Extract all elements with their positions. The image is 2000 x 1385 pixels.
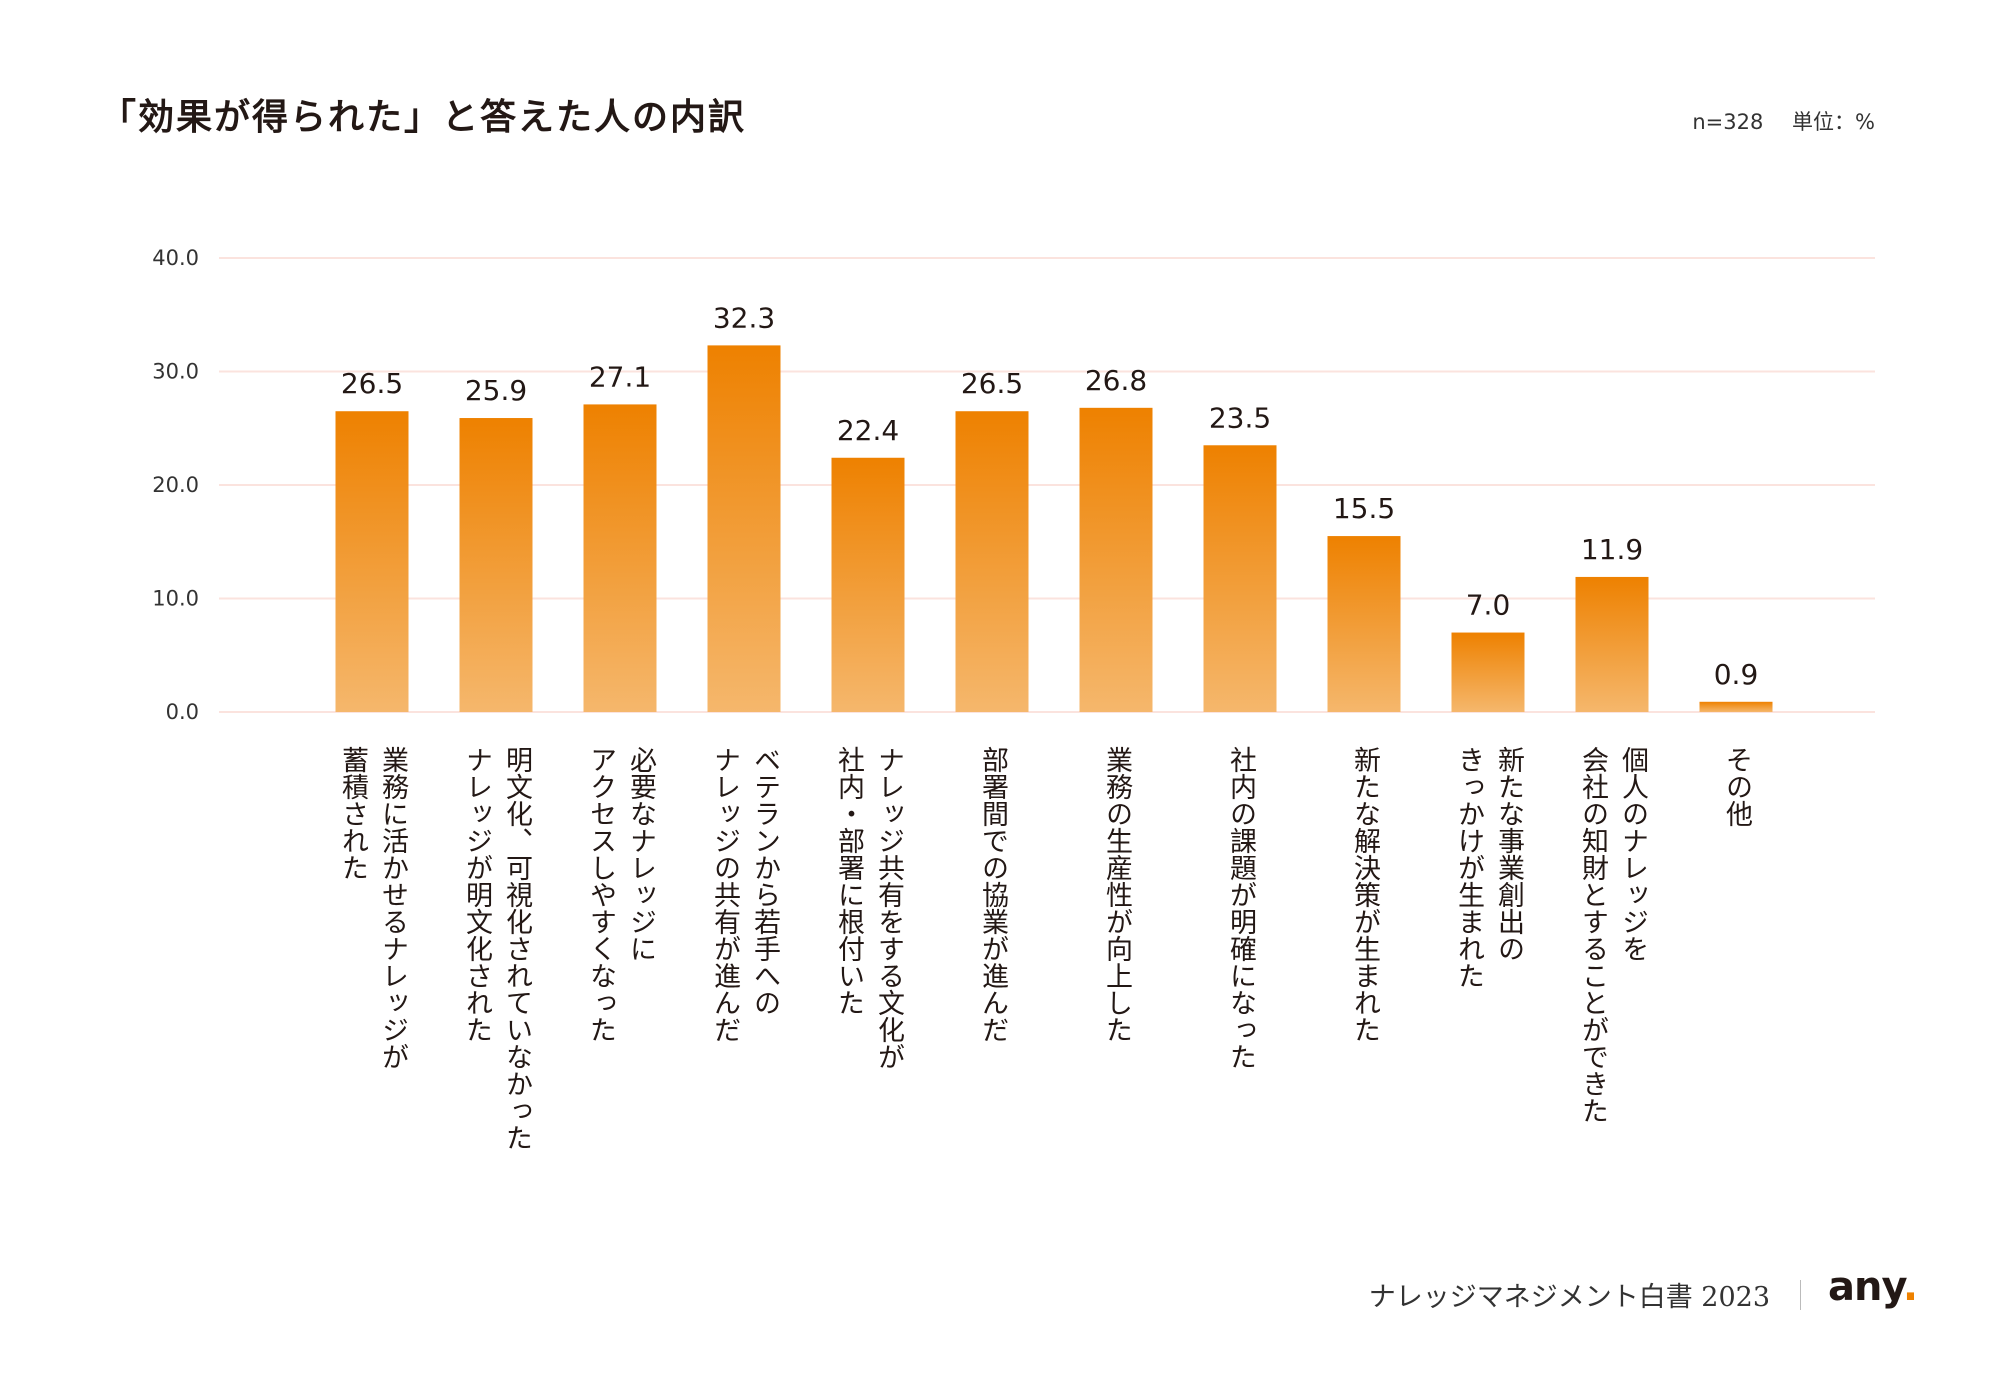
x-category-label: ベテランから若手への ナレッジの共有が進んだ	[704, 746, 784, 1043]
x-category-label: 業務の生産性が向上した	[1096, 746, 1136, 1043]
x-category-label: その他	[1716, 746, 1756, 827]
x-category-label: 明文化、可視化されていなかった ナレッジが明文化された	[456, 746, 536, 1151]
publication-title: ナレッジマネジメント白書 2023	[1368, 1282, 1770, 1313]
category-line: 業務に活かせるナレッジが	[377, 746, 408, 1070]
data-label: 26.5	[341, 367, 403, 400]
category-line: 蓄積された	[337, 746, 368, 881]
data-label: 27.1	[589, 360, 651, 393]
bar	[1327, 536, 1401, 712]
category-line: アクセスしやすくなった	[585, 746, 616, 1043]
bar	[335, 411, 409, 712]
category-line: 必要なナレッジに	[625, 746, 656, 962]
x-category-label: ナレッジ共有をする文化が 社内・部署に根付いた	[828, 746, 908, 1070]
logo-dot: .	[1902, 1264, 1918, 1310]
x-category-label: 新たな事業創出の きっかけが生まれた	[1448, 746, 1528, 989]
data-label: 26.8	[1085, 364, 1147, 397]
y-tick-label: 0.0	[166, 700, 199, 724]
bar	[1451, 632, 1525, 712]
category-line: ナレッジ共有をする文化が	[873, 746, 904, 1070]
y-tick-label: 30.0	[152, 360, 199, 384]
x-category-label: 新たな解決策が生まれた	[1344, 746, 1384, 1043]
category-line: 明文化、可視化されていなかった	[501, 746, 532, 1151]
sample-size: n=328	[1692, 110, 1764, 134]
category-line: ナレッジが明文化された	[461, 746, 492, 1043]
category-line: 部署間での協業が進んだ	[977, 746, 1008, 1043]
data-label: 7.0	[1466, 589, 1511, 622]
category-line: ナレッジの共有が進んだ	[709, 746, 740, 1043]
data-label: 15.5	[1333, 492, 1395, 525]
data-label: 23.5	[1209, 401, 1271, 434]
bar	[955, 411, 1029, 712]
footer-divider	[1800, 1280, 1801, 1310]
bar	[707, 345, 781, 712]
bar	[831, 457, 905, 712]
data-label: 0.9	[1714, 658, 1759, 691]
x-category-label: 業務に活かせるナレッジが 蓄積された	[332, 746, 412, 1070]
category-line: その他	[1721, 746, 1752, 827]
x-category-label: 必要なナレッジに アクセスしやすくなった	[580, 746, 660, 1043]
x-category-label: 部署間での協業が進んだ	[972, 746, 1012, 1043]
x-category-label: 社内の課題が明確になった	[1220, 746, 1260, 1070]
category-line: 個人のナレッジを	[1617, 746, 1648, 962]
category-line: 業務の生産性が向上した	[1101, 746, 1132, 1043]
category-line: 新たな解決策が生まれた	[1349, 746, 1380, 1043]
y-tick-label: 20.0	[152, 473, 199, 497]
data-label: 11.9	[1581, 533, 1643, 566]
data-label: 22.4	[837, 414, 899, 447]
data-label: 25.9	[465, 374, 527, 407]
category-line: ベテランから若手への	[749, 746, 780, 1016]
bar	[459, 418, 533, 712]
x-category-label: 個人のナレッジを 会社の知財とすることができた	[1572, 746, 1652, 1124]
chart-title: 「効果が得られた」と答えた人の内訳	[100, 97, 747, 138]
brand-logo: any.	[1828, 1264, 1918, 1310]
bar	[1699, 701, 1773, 712]
bar	[583, 404, 657, 712]
category-line: 新たな事業創出の	[1493, 746, 1524, 962]
category-line: 社内の課題が明確になった	[1225, 746, 1256, 1070]
category-line: きっかけが生まれた	[1453, 746, 1484, 989]
bar	[1079, 407, 1153, 712]
y-tick-label: 40.0	[152, 246, 199, 270]
chart-meta: n=328 単位：%	[1670, 106, 1875, 136]
y-tick-label: 10.0	[152, 587, 199, 611]
logo-text: any	[1828, 1264, 1904, 1310]
data-label: 26.5	[961, 367, 1023, 400]
bar	[1575, 576, 1649, 712]
category-line: 社内・部署に根付いた	[833, 746, 864, 1016]
category-line: 会社の知財とすることができた	[1577, 746, 1608, 1124]
data-label: 32.3	[713, 301, 775, 334]
unit-label: 単位：%	[1792, 110, 1875, 134]
bar	[1203, 445, 1277, 712]
